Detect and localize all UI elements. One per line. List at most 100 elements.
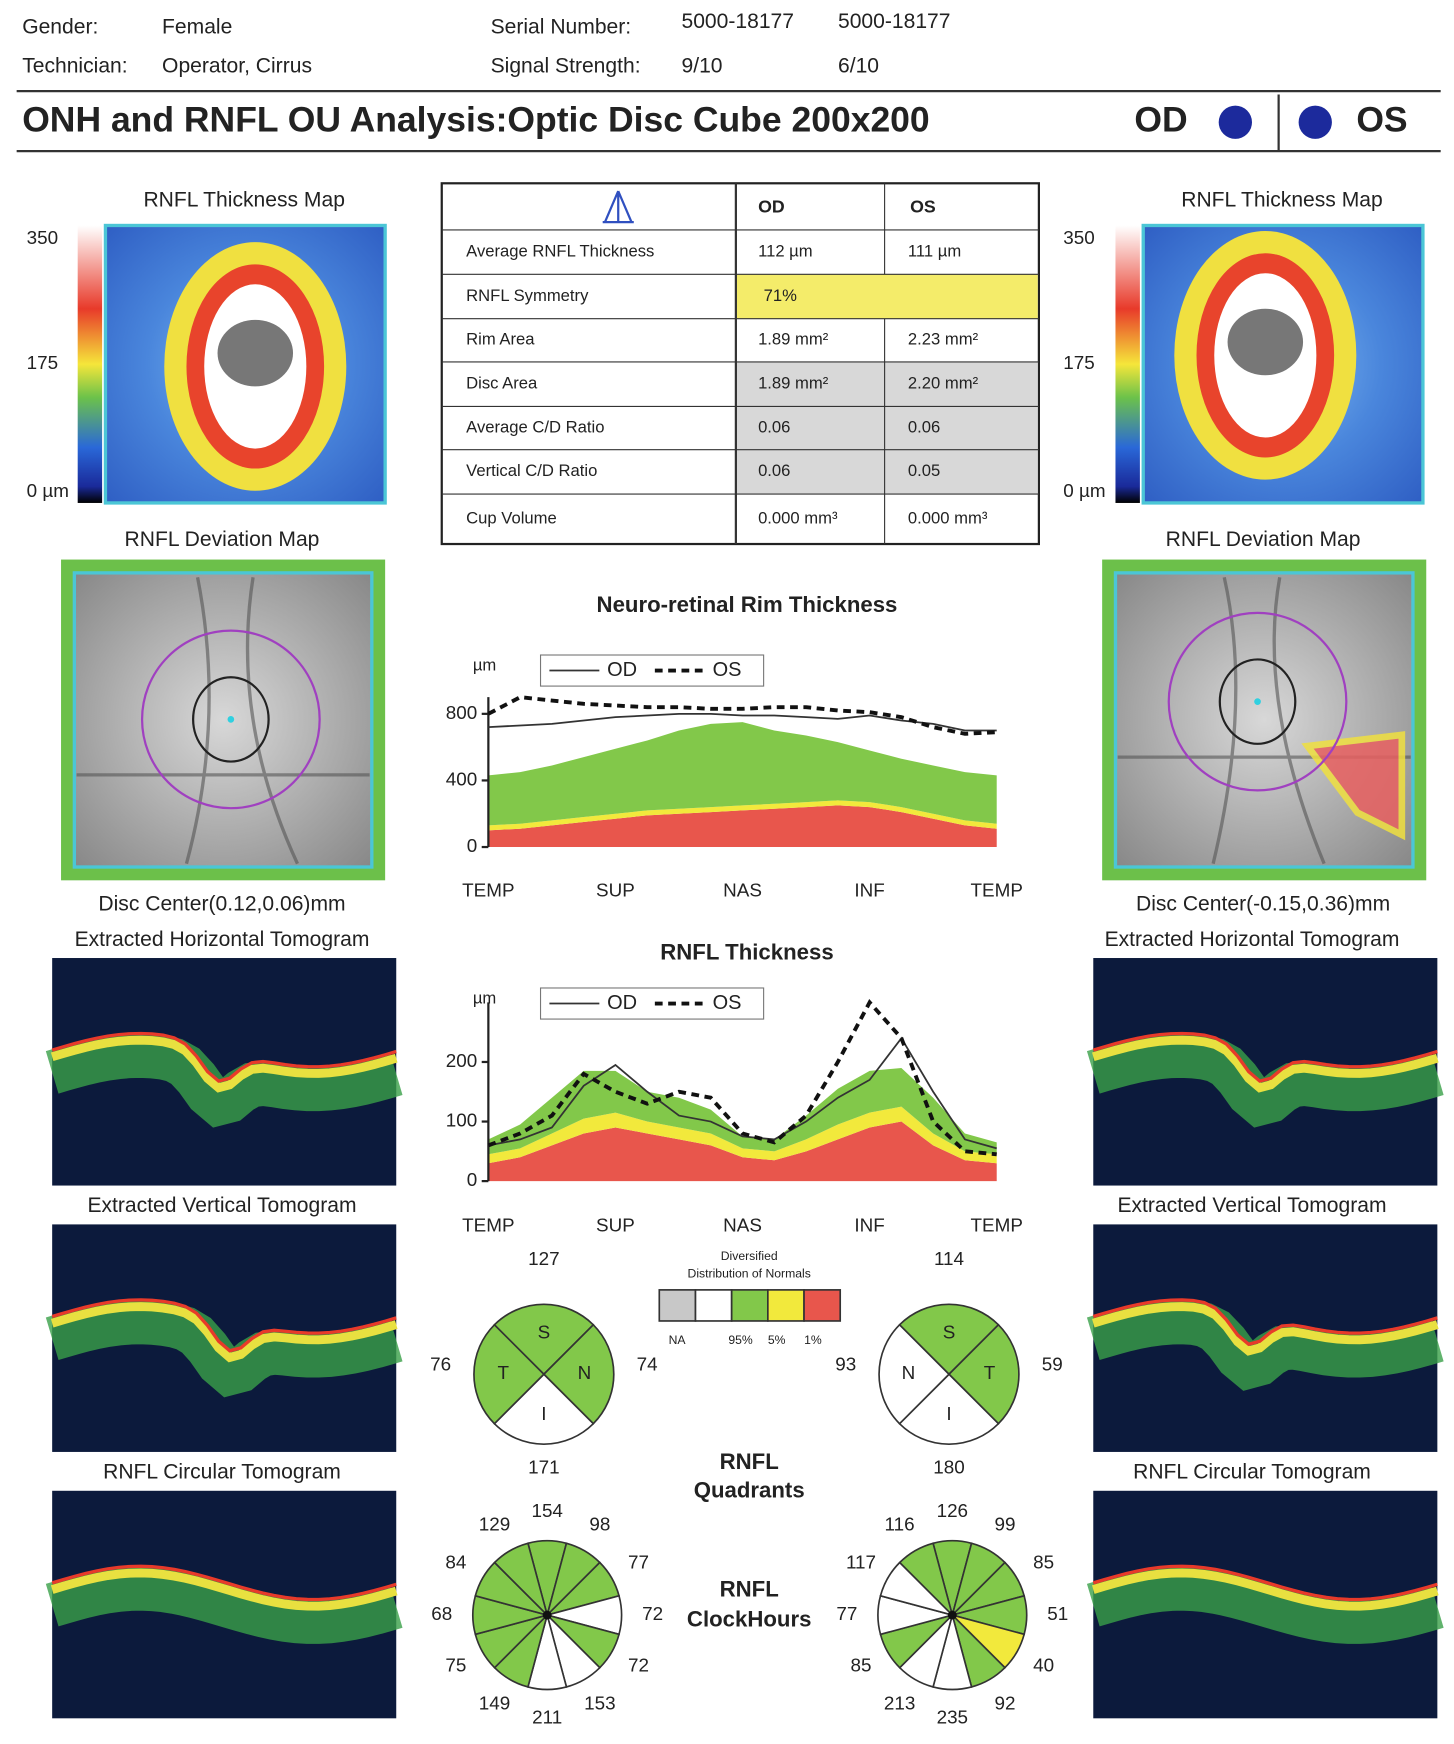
quadrant-letter: S bbox=[538, 1322, 551, 1343]
normals-swatch bbox=[730, 1289, 769, 1322]
clockhour-value: 51 bbox=[1047, 1603, 1068, 1624]
layer-yellow bbox=[50, 1568, 398, 1611]
scan-circle bbox=[1167, 611, 1348, 792]
quadrant-value: 59 bbox=[1042, 1353, 1063, 1374]
quadrant-value: 114 bbox=[934, 1248, 964, 1269]
fundus-image bbox=[72, 571, 374, 869]
clockhours-title: ClockHours bbox=[687, 1607, 812, 1632]
row-value: 112 µm bbox=[758, 241, 813, 260]
x-tick-label: NAS bbox=[723, 1215, 762, 1236]
layer-red bbox=[51, 1031, 397, 1083]
disc-margin bbox=[192, 676, 270, 763]
quadrant-sector bbox=[473, 1323, 546, 1425]
legend-label: OS bbox=[713, 992, 742, 1014]
layer-red bbox=[1092, 1564, 1438, 1602]
table-header: OS bbox=[910, 196, 936, 216]
normals-swatch bbox=[767, 1289, 805, 1322]
deviation-map-title: RNFL Deviation Map bbox=[1166, 528, 1361, 551]
clockhour-value: 84 bbox=[445, 1551, 466, 1572]
clockhour-value: 72 bbox=[628, 1655, 649, 1676]
od-label: OD bbox=[1134, 100, 1187, 140]
quadrant-sector bbox=[878, 1323, 951, 1425]
normal-band bbox=[488, 1106, 997, 1164]
tomogram-title: RNFL Circular Tomogram bbox=[1133, 1461, 1371, 1484]
quadrant-sector bbox=[898, 1373, 1000, 1445]
tomogram-title: Extracted Horizontal Tomogram bbox=[1105, 928, 1400, 951]
deviation-patch bbox=[1301, 731, 1406, 841]
quadrants-title: RNFL bbox=[720, 1449, 779, 1474]
row-value: 1.89 mm² bbox=[758, 330, 829, 349]
clockhour-value: 211 bbox=[532, 1706, 562, 1727]
layer-green bbox=[1086, 1566, 1444, 1644]
layer-green bbox=[1086, 1299, 1444, 1391]
y-tick-label: 200 bbox=[446, 1050, 477, 1071]
clockhour-value: 99 bbox=[995, 1514, 1016, 1535]
quadrant-letter: S bbox=[943, 1322, 956, 1343]
disc-center-label: Disc Center(-0.15,0.36)mm bbox=[1136, 892, 1390, 915]
quadrant-value: 76 bbox=[430, 1353, 451, 1374]
layer-green bbox=[45, 1566, 403, 1644]
quadrant-value: 93 bbox=[835, 1353, 856, 1374]
row-value: 0.000 mm³ bbox=[908, 508, 988, 527]
x-tick-label: INF bbox=[854, 1215, 884, 1236]
clockhour-value: 77 bbox=[628, 1551, 649, 1572]
tomogram-title: RNFL Circular Tomogram bbox=[103, 1461, 341, 1484]
legend-label: OD bbox=[607, 992, 637, 1014]
row-label: Average C/D Ratio bbox=[466, 417, 604, 436]
tomogram-title: Extracted Vertical Tomogram bbox=[87, 1194, 356, 1217]
gender-label: Gender: bbox=[22, 15, 98, 38]
layer-red bbox=[51, 1564, 397, 1602]
row-value: 2.20 mm² bbox=[908, 374, 979, 393]
thickness-map-title: RNFL Thickness Map bbox=[143, 189, 344, 212]
table-header: OD bbox=[758, 196, 785, 216]
legend-label: OS bbox=[713, 659, 742, 681]
x-tick-label: TEMP bbox=[462, 879, 514, 900]
row-value: 111 µm bbox=[908, 241, 961, 260]
color-scale bbox=[1115, 225, 1140, 503]
quadrants-title: Quadrants bbox=[694, 1478, 805, 1503]
normal-band bbox=[488, 722, 997, 826]
layer-yellow bbox=[50, 1035, 398, 1093]
vessel bbox=[76, 576, 370, 865]
row-label: RNFL Symmetry bbox=[466, 286, 589, 305]
row-label: Vertical C/D Ratio bbox=[466, 461, 597, 480]
row-value: 0.06 bbox=[908, 417, 940, 436]
layer-red bbox=[51, 1298, 397, 1353]
row-value: 0.06 bbox=[758, 461, 790, 480]
layer-yellow bbox=[1092, 1302, 1439, 1356]
normal-band bbox=[488, 1121, 997, 1182]
scale-label: 0 µm bbox=[27, 480, 69, 501]
normals-label: 1% bbox=[804, 1333, 822, 1347]
row-value: 0.000 mm³ bbox=[758, 508, 838, 527]
optic-disc bbox=[217, 319, 294, 387]
quadrant-sector bbox=[493, 1373, 595, 1445]
axis-unit: µm bbox=[473, 655, 496, 674]
quadrant-sector bbox=[898, 1303, 1000, 1376]
layer-green bbox=[45, 1033, 403, 1128]
normals-label: 95% bbox=[728, 1333, 753, 1347]
quadrant-letter: T bbox=[498, 1362, 510, 1383]
device-icon bbox=[602, 190, 634, 224]
signal-os: 6/10 bbox=[838, 54, 879, 77]
clockhour-value: 85 bbox=[851, 1655, 872, 1676]
legend-box bbox=[539, 987, 765, 1020]
normals-title: Distribution of Normals bbox=[688, 1267, 811, 1281]
layer-yellow bbox=[50, 1302, 398, 1363]
clockhour-value: 68 bbox=[431, 1603, 452, 1624]
x-tick-label: NAS bbox=[723, 879, 762, 900]
x-tick-label: TEMP bbox=[462, 1215, 514, 1236]
technician: Operator, Cirrus bbox=[162, 54, 312, 77]
tomogram-title: Extracted Vertical Tomogram bbox=[1117, 1194, 1386, 1217]
layer-green bbox=[1086, 1033, 1444, 1128]
normals-label: 5% bbox=[768, 1333, 786, 1347]
clock-center bbox=[542, 1610, 552, 1620]
os-dot bbox=[1298, 105, 1332, 139]
layer-green bbox=[45, 1299, 403, 1398]
layer-yellow bbox=[1092, 1035, 1439, 1093]
clockhour-value: 129 bbox=[479, 1514, 510, 1535]
clockhour-value: 85 bbox=[1033, 1551, 1054, 1572]
chart-title: RNFL Thickness bbox=[660, 939, 833, 964]
scan-circle bbox=[140, 629, 321, 810]
